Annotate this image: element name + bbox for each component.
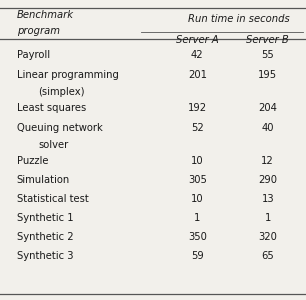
Text: 13: 13	[261, 194, 274, 204]
Text: Benchmark: Benchmark	[17, 10, 74, 20]
Text: 10: 10	[191, 194, 204, 204]
Text: (simplex): (simplex)	[38, 87, 85, 97]
Text: 59: 59	[191, 250, 204, 260]
Text: Queuing network: Queuing network	[17, 123, 103, 133]
Text: Server B: Server B	[246, 35, 289, 45]
Text: Least squares: Least squares	[17, 103, 86, 113]
Text: 305: 305	[188, 175, 207, 185]
Text: 201: 201	[188, 70, 207, 80]
Text: Puzzle: Puzzle	[17, 156, 48, 166]
Text: 1: 1	[194, 213, 200, 223]
Text: 192: 192	[188, 103, 207, 113]
Text: 1: 1	[265, 213, 271, 223]
Text: 320: 320	[258, 232, 277, 242]
Text: Linear programming: Linear programming	[17, 70, 119, 80]
Text: 290: 290	[258, 175, 277, 185]
Text: 65: 65	[261, 250, 274, 260]
Text: solver: solver	[38, 140, 69, 150]
Text: 350: 350	[188, 232, 207, 242]
Text: Payroll: Payroll	[17, 50, 50, 60]
Text: 42: 42	[191, 50, 204, 60]
Text: 204: 204	[258, 103, 277, 113]
Text: Synthetic 2: Synthetic 2	[17, 232, 73, 242]
Text: 55: 55	[261, 50, 274, 60]
Text: 52: 52	[191, 123, 204, 133]
Text: 12: 12	[261, 156, 274, 166]
Text: Synthetic 1: Synthetic 1	[17, 213, 73, 223]
Text: 195: 195	[258, 70, 277, 80]
Text: 40: 40	[262, 123, 274, 133]
Text: program: program	[17, 26, 60, 36]
Text: Server A: Server A	[176, 35, 219, 45]
Text: Statistical test: Statistical test	[17, 194, 88, 204]
Text: Synthetic 3: Synthetic 3	[17, 250, 73, 260]
Text: Run time in seconds: Run time in seconds	[188, 14, 289, 23]
Text: Simulation: Simulation	[17, 175, 70, 185]
Text: 10: 10	[191, 156, 204, 166]
